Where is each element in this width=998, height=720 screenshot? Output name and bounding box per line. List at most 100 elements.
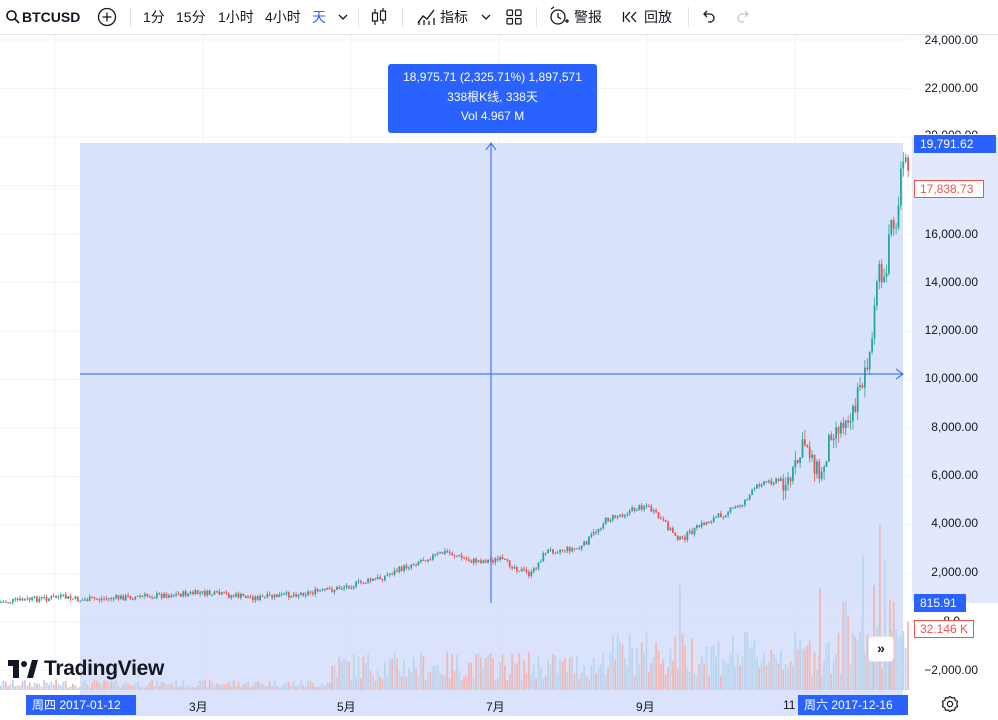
indicators-icon[interactable] <box>416 7 436 27</box>
volume-bar <box>614 659 617 690</box>
candle-body <box>633 507 636 511</box>
volume-bar <box>456 654 458 690</box>
toolbar-divider <box>130 7 131 27</box>
volume-bar <box>204 680 206 690</box>
volume-bar <box>871 647 873 690</box>
replay-button[interactable]: 回放 <box>644 9 672 25</box>
volume-bar <box>0 685 2 690</box>
volume-bar <box>88 687 91 690</box>
candle-body <box>254 596 257 601</box>
volume-bar <box>96 680 98 690</box>
candle-body <box>175 593 177 596</box>
volume-bar <box>62 682 65 690</box>
volume-bar <box>180 685 182 690</box>
undo-icon[interactable] <box>700 10 716 24</box>
candle-body <box>664 520 667 522</box>
candle-body <box>151 597 153 599</box>
candle-body <box>24 599 26 601</box>
volume-bar <box>852 633 854 690</box>
volume-bar <box>424 680 427 690</box>
volume-bar <box>600 664 602 690</box>
volume-bar <box>182 679 185 690</box>
volume-bar <box>7 685 9 690</box>
candle-body <box>429 559 432 561</box>
volume-bar <box>292 681 295 690</box>
volume-bar <box>760 660 763 690</box>
interval-1m[interactable]: 1分 <box>143 9 165 25</box>
candle-body <box>494 558 497 563</box>
candle-body <box>2 601 5 603</box>
volume-bar <box>252 685 254 690</box>
candle-body <box>199 592 201 594</box>
volume-bar <box>516 663 518 690</box>
replay-icon[interactable] <box>622 10 638 24</box>
candle-body <box>878 264 881 282</box>
search-icon[interactable] <box>6 10 20 24</box>
candle-body <box>705 522 708 525</box>
volume-bar <box>235 685 237 690</box>
volume-bar <box>441 674 444 690</box>
candle-body <box>616 516 619 518</box>
candle-body <box>31 597 33 601</box>
volume-bar <box>513 663 516 690</box>
add-symbol-icon[interactable] <box>97 7 117 27</box>
interval-4h[interactable]: 4小时 <box>265 9 301 25</box>
interval-1d[interactable]: 天 <box>312 9 326 25</box>
layout-icon[interactable] <box>506 9 522 25</box>
volume-bar <box>331 665 333 690</box>
candle-body <box>604 517 607 525</box>
indicators-button[interactable]: 指标 <box>440 9 468 25</box>
candle-body <box>108 598 110 600</box>
volume-bar <box>21 681 24 690</box>
candle-body <box>626 513 629 515</box>
interval-1h[interactable]: 1小时 <box>218 9 254 25</box>
volume-bar <box>312 682 314 690</box>
candle-body <box>129 596 132 600</box>
candle-body <box>513 567 516 569</box>
candle-body <box>681 536 684 538</box>
volume-bar <box>862 555 864 690</box>
volume-bar <box>763 652 765 690</box>
volume-bar <box>105 680 108 690</box>
volume-bar <box>124 681 127 690</box>
candles-icon[interactable] <box>370 7 388 27</box>
alarm-icon[interactable] <box>548 6 570 28</box>
alert-button[interactable]: 警报 <box>574 9 602 25</box>
candle-body <box>369 578 372 581</box>
candle-body <box>741 504 744 507</box>
candle-body <box>103 598 105 600</box>
candle-body <box>636 510 638 512</box>
candle-body <box>9 602 12 604</box>
volume-bar <box>304 685 307 690</box>
candle-body <box>849 420 852 423</box>
volume-bar <box>177 686 180 690</box>
volume-bar <box>576 656 578 690</box>
volume-bar <box>208 680 211 690</box>
volume-bar <box>367 653 369 690</box>
redo-icon[interactable] <box>736 10 752 24</box>
candle-body <box>312 592 314 595</box>
interval-15m[interactable]: 15分 <box>176 9 206 25</box>
volume-bar <box>720 675 722 690</box>
candle-body <box>81 599 84 601</box>
scroll-right-icon[interactable]: » <box>868 636 894 662</box>
candle-body <box>770 480 773 485</box>
chevron-down-icon[interactable] <box>338 13 348 21</box>
candle-body <box>434 554 437 556</box>
candle-body <box>398 566 401 572</box>
candle-body <box>307 591 309 595</box>
candle-body <box>448 552 451 554</box>
candle-body <box>168 595 170 598</box>
candle-body <box>98 599 101 601</box>
candle-body <box>12 599 14 603</box>
volume-bar <box>571 656 573 690</box>
dropdown-icon[interactable] <box>481 13 491 21</box>
symbol-name[interactable]: BTCUSD <box>22 9 81 25</box>
candle-body <box>808 446 811 458</box>
candle-body <box>52 596 55 598</box>
volume-bar <box>480 657 482 690</box>
candle-body <box>144 594 146 596</box>
settings-icon[interactable] <box>941 695 959 713</box>
candle-body <box>484 560 487 563</box>
